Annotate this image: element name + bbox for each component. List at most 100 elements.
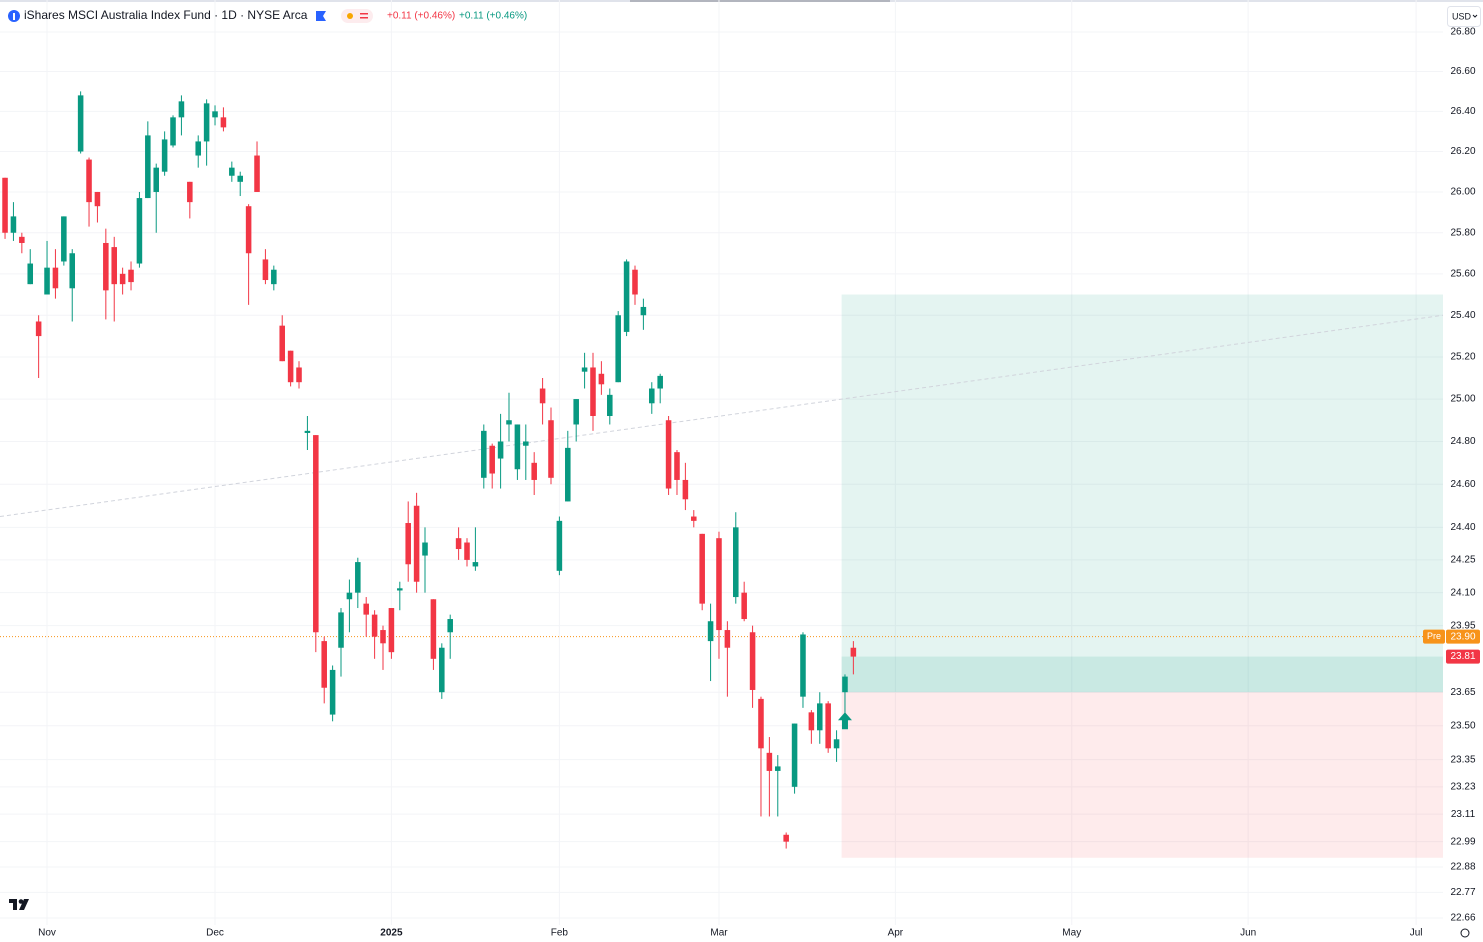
tradingview-logo[interactable]	[9, 899, 29, 910]
candle-body	[61, 216, 67, 262]
candle-body	[229, 167, 235, 176]
candle-body	[271, 269, 277, 285]
bid-change: +0.11 (+0.46%)	[387, 11, 455, 22]
candle-body	[128, 269, 134, 283]
target-zone	[841, 294, 1443, 693]
candle-body	[44, 267, 50, 295]
candle-body	[388, 608, 395, 653]
currency-button[interactable]	[1447, 6, 1481, 27]
y-tick-label: 26.80	[1450, 27, 1475, 38]
candle-body	[833, 739, 840, 749]
candle-body	[817, 703, 823, 731]
candle-body	[439, 647, 445, 693]
candle-body	[405, 523, 411, 565]
logo-part	[13, 899, 17, 910]
settings-icon[interactable]	[1460, 928, 1470, 938]
candle-body	[791, 723, 798, 787]
candle-body	[86, 159, 92, 203]
candle-body	[313, 435, 319, 633]
candle-body	[161, 139, 168, 172]
candle-body	[741, 592, 747, 620]
candle-body	[355, 562, 361, 593]
y-tick-label: 25.60	[1450, 268, 1475, 279]
y-tick-label: 22.88	[1450, 862, 1475, 873]
pre-price-box	[1446, 629, 1480, 644]
session-badge[interactable]	[341, 9, 373, 23]
y-tick-label: 24.10	[1450, 587, 1475, 598]
candle-body	[497, 441, 504, 459]
candle-body	[565, 447, 571, 502]
candle-body	[304, 430, 311, 433]
x-tick-label: Nov	[38, 928, 56, 939]
flag-icon[interactable]	[316, 11, 326, 21]
y-tick-label: 26.00	[1450, 187, 1475, 198]
candle-body	[346, 592, 353, 600]
x-tick-label: 2025	[380, 928, 403, 939]
y-tick-label: 22.77	[1450, 887, 1475, 898]
candle-body	[145, 135, 151, 199]
y-tick-label: 26.40	[1450, 106, 1475, 117]
open-profit-zone	[841, 656, 1443, 693]
candle-body	[363, 603, 369, 615]
candle-body	[220, 117, 227, 128]
candle-body	[380, 630, 386, 644]
y-tick-label: 23.50	[1450, 720, 1475, 731]
candle-body	[178, 101, 185, 118]
candle-body	[422, 542, 428, 556]
candle-body	[338, 612, 344, 648]
last-price-label: 23.81	[1450, 651, 1475, 662]
candle-body	[170, 117, 176, 146]
last-price-box	[1446, 649, 1480, 664]
candle-body	[707, 621, 714, 642]
candle-body	[254, 155, 260, 192]
candle-body	[724, 630, 731, 648]
candle-body	[119, 273, 126, 285]
candle-body	[573, 399, 579, 425]
candle-body	[775, 766, 781, 771]
candle-body	[548, 420, 554, 478]
y-tick-label: 23.35	[1450, 754, 1475, 765]
candle-body	[808, 712, 815, 731]
x-tick-label: Feb	[551, 928, 569, 939]
candle-body	[153, 167, 159, 192]
candle-body	[691, 516, 697, 521]
candle-body	[279, 325, 285, 362]
y-tick-label: 26.20	[1450, 146, 1475, 157]
y-tick-label: 24.60	[1450, 479, 1475, 490]
y-tick-label: 25.20	[1450, 352, 1475, 363]
y-tick-label: 25.00	[1450, 394, 1475, 405]
candle-body	[581, 367, 588, 372]
candle-body	[27, 263, 34, 285]
logo-part	[19, 899, 29, 910]
candle-body	[203, 103, 210, 142]
dropdown-caret	[1472, 14, 1478, 18]
candle-body	[94, 191, 101, 207]
ask-change: +0.11 (+0.46%)	[459, 11, 527, 22]
logo-part	[18, 899, 24, 904]
candle-body	[77, 95, 84, 152]
x-tick-label: Apr	[888, 928, 904, 939]
y-tick-label: 23.95	[1450, 620, 1475, 631]
candle-body	[842, 676, 848, 693]
x-tick-label: Jul	[1410, 928, 1423, 939]
candle-body	[800, 634, 806, 697]
x-tick-label: Mar	[710, 928, 728, 939]
candle-body	[632, 269, 638, 295]
candle-body	[766, 752, 773, 771]
candle-body	[69, 253, 76, 289]
candle-body	[52, 267, 59, 289]
candle-body	[35, 321, 42, 337]
candle-body	[607, 394, 613, 416]
candle-body	[674, 452, 680, 480]
candle-body	[514, 424, 521, 470]
candle-body	[430, 599, 437, 659]
candle-body	[103, 242, 109, 291]
candle-body	[397, 588, 403, 591]
candle-body	[321, 641, 327, 688]
pre-price-label: 23.90	[1450, 631, 1475, 642]
candle-body	[489, 445, 495, 474]
scroll-handle[interactable]	[630, 0, 890, 2]
candle-body	[472, 562, 479, 567]
symbol-title[interactable]: iShares MSCI Australia Index Fund · 1D ·…	[24, 8, 308, 22]
